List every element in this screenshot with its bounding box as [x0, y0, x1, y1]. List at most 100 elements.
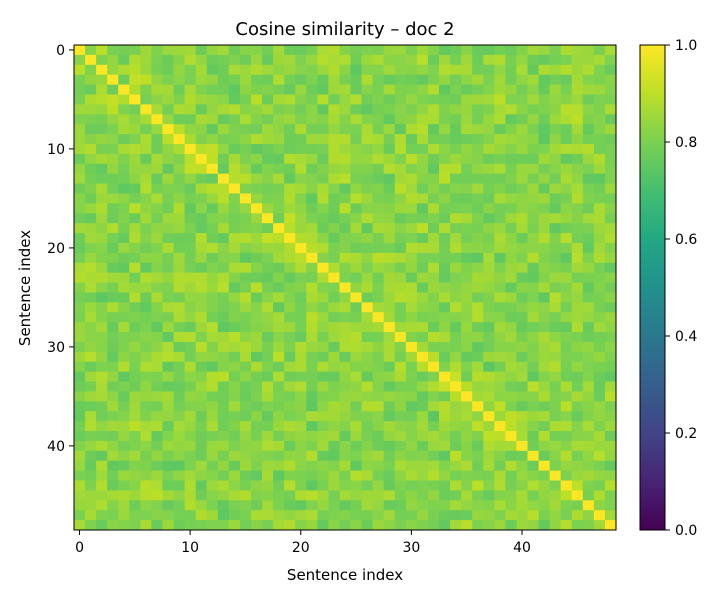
heatmap-cell — [228, 183, 241, 194]
heatmap-cell — [405, 401, 418, 412]
heatmap-cell — [604, 450, 617, 462]
heatmap-cell — [162, 341, 174, 353]
heatmap-cell — [538, 213, 551, 224]
heatmap-cell — [505, 45, 517, 56]
heatmap-cell — [604, 223, 617, 234]
heatmap-cell — [184, 341, 197, 353]
heatmap-cell — [295, 153, 307, 165]
heatmap-cell — [461, 272, 473, 283]
heatmap-cell — [173, 124, 186, 135]
heatmap-cell — [250, 302, 263, 313]
heatmap-cell — [472, 143, 484, 155]
heatmap-cell — [250, 233, 263, 244]
heatmap-cell — [494, 351, 506, 363]
heatmap-cell — [107, 193, 119, 204]
heatmap-cell — [206, 480, 219, 491]
heatmap-cell — [273, 341, 285, 353]
heatmap-cell — [604, 411, 617, 422]
heatmap-cell — [450, 322, 462, 333]
heatmap-cell — [140, 341, 152, 353]
heatmap-cell — [604, 292, 617, 303]
heatmap-cell — [604, 421, 617, 432]
heatmap-cell — [483, 124, 495, 135]
heatmap-cell — [549, 282, 562, 293]
heatmap-cell — [173, 54, 186, 66]
heatmap-cell — [85, 203, 97, 214]
heatmap-cell — [339, 54, 351, 66]
heatmap-cell — [262, 302, 274, 313]
heatmap-cell — [328, 203, 340, 214]
heatmap-cell — [306, 193, 318, 204]
heatmap-cell — [206, 361, 219, 373]
heatmap-cell — [405, 450, 418, 462]
heatmap-cell — [195, 54, 208, 66]
heatmap-cell — [483, 84, 495, 95]
heatmap-cell — [250, 163, 263, 175]
heatmap-cell — [439, 381, 451, 392]
heatmap-cell — [262, 371, 274, 382]
heatmap-cell — [560, 500, 573, 511]
heatmap-cell — [361, 272, 374, 283]
heatmap-cell — [372, 252, 385, 264]
heatmap-cell — [339, 173, 351, 184]
heatmap-cell — [461, 351, 473, 363]
heatmap-cell — [250, 84, 263, 95]
heatmap-cell — [538, 510, 551, 521]
heatmap-cell — [173, 421, 186, 432]
heatmap-cell — [273, 64, 285, 76]
heatmap-cell — [118, 302, 130, 313]
heatmap-cell — [262, 470, 274, 481]
heatmap-cell — [295, 193, 307, 204]
heatmap-cell — [339, 431, 351, 442]
heatmap-cell — [516, 332, 528, 343]
heatmap-cell — [461, 292, 473, 303]
heatmap-cell — [228, 64, 241, 76]
heatmap-cell — [262, 153, 274, 165]
heatmap-cell — [372, 431, 385, 442]
heatmap-cell — [262, 203, 274, 214]
heatmap-cell — [284, 401, 296, 412]
heatmap-cell — [604, 401, 617, 412]
heatmap-cell — [416, 233, 429, 244]
heatmap-cell — [217, 262, 230, 274]
heatmap-cell — [317, 143, 329, 155]
heatmap-cell — [151, 153, 163, 165]
heatmap-cell — [295, 84, 307, 95]
heatmap-cell — [538, 480, 551, 491]
heatmap-cell — [494, 193, 506, 204]
heatmap-cell — [571, 242, 584, 254]
x-tick-label: 10 — [181, 540, 199, 556]
heatmap-cell — [593, 510, 606, 521]
heatmap-cell — [461, 341, 473, 353]
heatmap-cell — [151, 173, 163, 184]
heatmap-cell — [394, 64, 407, 76]
heatmap-cell — [262, 74, 274, 85]
heatmap-cell — [74, 401, 86, 412]
heatmap-cell — [228, 134, 241, 145]
heatmap-cell — [527, 213, 539, 224]
heatmap-cell — [372, 351, 385, 363]
heatmap-cell — [339, 351, 351, 363]
heatmap-cell — [140, 361, 152, 373]
heatmap-cell — [151, 480, 163, 491]
heatmap-cell — [228, 114, 241, 125]
heatmap-cell — [96, 351, 108, 363]
heatmap-cell — [250, 292, 263, 303]
y-tick-label: 0 — [56, 43, 65, 59]
heatmap-cell — [74, 361, 86, 373]
heatmap-cell — [140, 490, 152, 501]
heatmap-cell — [85, 233, 97, 244]
heatmap-cell — [195, 381, 208, 392]
heatmap-cell — [383, 361, 396, 373]
heatmap-cell — [195, 292, 208, 303]
heatmap-cell — [483, 104, 495, 115]
heatmap-cell — [383, 124, 396, 135]
heatmap-cell — [339, 510, 351, 521]
heatmap-cell — [538, 124, 551, 135]
heatmap-cell — [361, 282, 374, 293]
heatmap-cell — [461, 203, 473, 214]
heatmap-cell — [85, 312, 97, 323]
heatmap-cell — [483, 361, 495, 373]
heatmap-cell — [129, 312, 141, 323]
heatmap-cell — [571, 282, 584, 293]
